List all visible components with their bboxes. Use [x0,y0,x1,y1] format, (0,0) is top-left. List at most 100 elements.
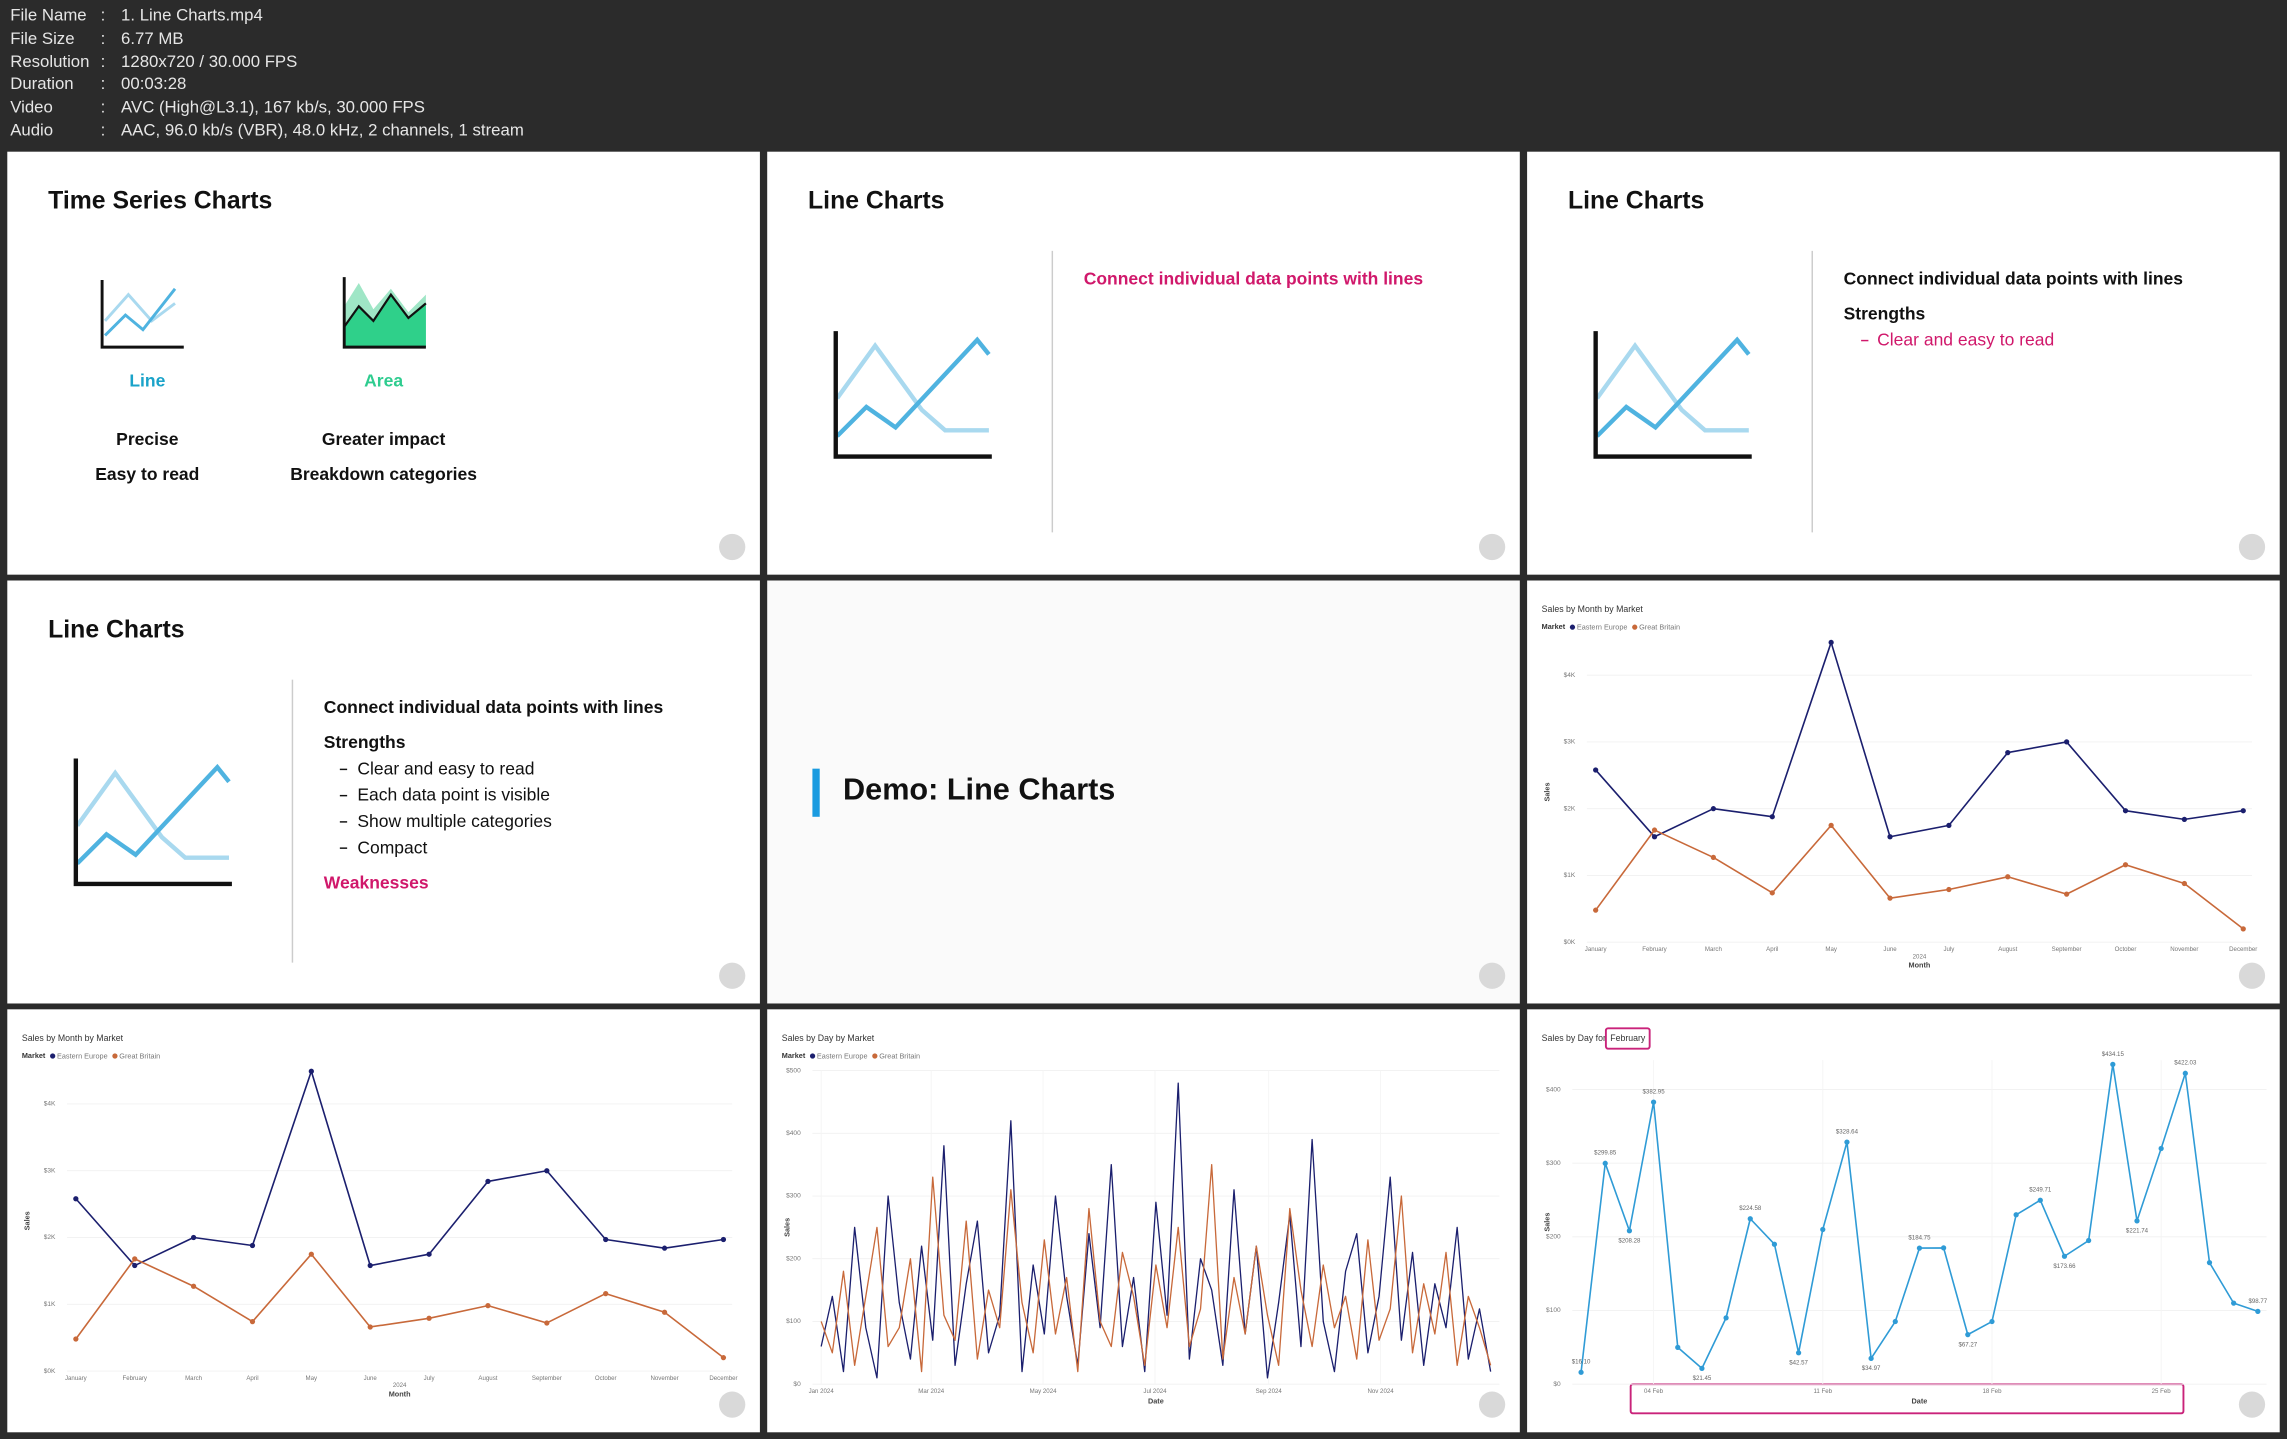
data-point [367,1262,373,1269]
data-label: $98.77 [2248,1298,2267,1305]
chart: Sales by Day by Market Market Eastern Euro… [782,1033,1500,1406]
y-tick-label: $0 [793,1381,801,1388]
heading: Strengths [1843,303,1926,324]
legend-marker [872,1053,878,1059]
data-label: $224.58 [1739,1205,1762,1212]
x-tick-label: May [306,1375,318,1382]
info-text: Duration [10,76,74,94]
legend-title: Market [22,1051,46,1060]
x-tick-label: November [2170,946,2198,953]
chart-type: Line [129,370,166,391]
y-tick-label: $200 [1546,1234,1561,1241]
separator: : [100,30,106,48]
data-label: $16.10 [1572,1359,1591,1366]
info-text: File Size [10,30,75,48]
point: Precise [116,428,179,450]
data-point [1965,1331,1971,1338]
x-tick-label: February [122,1375,147,1382]
legend-label: Eastern Europe [1577,623,1628,632]
heading: Strengths [323,732,406,753]
data-point [1626,1228,1633,1234]
info-text: File Name [10,7,87,25]
series-line [1595,641,2244,838]
data-label: $249.71 [2029,1187,2052,1194]
legend-label: Great Britain [1639,623,1680,632]
data-point [1578,1369,1584,1375]
data-point [1593,907,1599,913]
play-icon [2238,533,2266,561]
x-tick-label: 18 Feb [1982,1388,2002,1395]
data-point [1710,806,1717,812]
data-label: $67.27 [1958,1341,1977,1348]
separator: : [100,122,106,141]
data-point [2206,1260,2213,1266]
data-point [2005,749,2011,756]
legend-label: Eastern Europe [57,1051,108,1060]
data-label: $422.03 [2174,1060,2197,1067]
series-line [1580,1063,2259,1373]
x-tick-label: January [1585,946,1608,953]
info-text: AVC (High@L3.1), 167 kb/s, 30.000 FPS [121,99,425,117]
data-point [2240,926,2246,932]
x-axis-title: Month [389,1389,411,1398]
chart-title-highlight: February [1610,1033,1646,1043]
data-point [2064,891,2070,897]
data-point [2231,1300,2237,1306]
data-point [1828,639,1834,646]
data-point [2122,862,2129,868]
data-point [1887,834,1893,840]
x-tick-label: Jul 2024 [1143,1388,1167,1395]
data-point [720,1355,727,1361]
data-point [308,1068,314,1074]
data-point [1710,854,1717,861]
data-label: $42.57 [1789,1360,1808,1367]
chart-title: Sales by Day for [1542,1033,1606,1043]
line-icon [1593,331,1752,459]
y-tick-label: $400 [1546,1086,1561,1093]
data-point [426,1251,432,1257]
x-axis-title: Month [1909,960,1931,969]
data-point [1940,1245,1947,1251]
info-text: 00:03:28 [121,76,187,94]
slide: Line Charts Connect individual data poin… [7,580,760,1004]
info-text: Resolution [10,53,90,71]
x-tick-label: Mar 2024 [918,1388,944,1395]
data-point [1887,895,1893,901]
data-point [1747,1216,1753,1222]
data-point [1946,886,1952,893]
data-point [73,1336,79,1342]
info-text: 1280x720 / 30.000 FPS [121,53,298,71]
data-point [2182,1070,2188,1076]
data-point [720,1236,727,1243]
data-point [2086,1237,2092,1244]
info-text: Audio [10,122,54,141]
series-line [75,1070,724,1267]
data-point [367,1324,373,1330]
data-point [2181,816,2188,822]
separator: : [100,7,106,25]
x-tick-label: March [185,1375,202,1382]
x-tick-label: September [532,1375,562,1382]
data-point [426,1315,432,1321]
x-tick-label: February [1642,946,1667,953]
data-point [2134,1218,2140,1224]
area-icon [342,277,427,349]
data-point [1989,1318,1995,1325]
data-point [2122,808,2129,814]
x-tick-label: 11 Feb [1813,1388,1832,1395]
x-axis-title: Date [1912,1397,1928,1406]
y-tick-label: $300 [786,1193,801,1200]
data-label: $173.66 [2053,1263,2076,1270]
data-point [1593,767,1599,773]
data-point [1769,890,1775,896]
highlight-box [1604,1027,1651,1050]
data-point [544,1320,550,1326]
legend-label: Great Britain [119,1051,160,1060]
data-point [190,1283,197,1289]
y-axis-title: Sales [1542,782,1551,801]
x-tick-label: June [364,1375,378,1382]
data-point [132,1262,138,1269]
bullet [339,768,348,771]
data-label: $221.74 [2126,1228,2149,1235]
